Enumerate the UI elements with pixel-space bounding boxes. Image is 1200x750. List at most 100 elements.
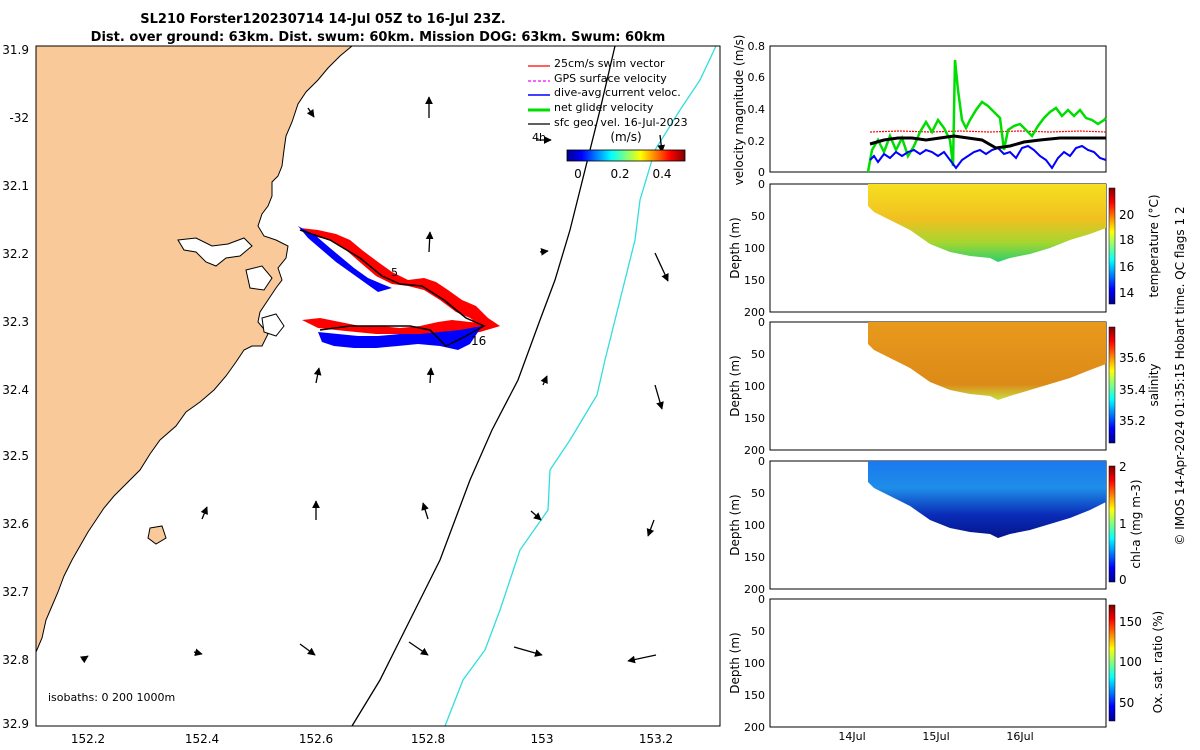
cbar-tick: 2 — [1119, 460, 1127, 474]
lon-tick-label: 153 — [531, 732, 554, 746]
velocity-arrow — [654, 384, 664, 410]
velocity-series-current — [869, 144, 1107, 170]
colorbar-tag: 4h — [532, 131, 546, 144]
map-lon-tick-labels: 152.2 152.4 152.6 152.8 153 153.2 — [71, 732, 673, 746]
salinity-panel: 0 50 100 150 200 Depth (m) 35.6 35.4 35.… — [728, 316, 1161, 457]
ytick-label: 200 — [744, 306, 765, 319]
ytick-label: 0.2 — [748, 135, 766, 148]
ytick-label: 50 — [751, 348, 765, 361]
chla-cbar-label: chl-a (mg m-3) — [1129, 479, 1143, 568]
velocity-arrow — [421, 502, 429, 520]
chla-cbar-ticks: 2 1 0 — [1119, 460, 1127, 587]
temperature-cbar-ticks: 20 18 16 14 — [1119, 208, 1134, 300]
salinity-ytick-labels: 0 50 100 150 200 — [744, 316, 765, 457]
cbar-tick: 16 — [1119, 260, 1134, 274]
lat-tick-label: 32.9 — [2, 717, 29, 731]
ytick-label: 0 — [758, 166, 765, 179]
legend-label: sfc geo. vel. 16-Jul-2023 — [554, 116, 688, 129]
oxsat-cbar-ticks: 150 100 50 — [1119, 615, 1142, 710]
isobath-200m — [351, 45, 616, 727]
velocity-arrow — [408, 641, 429, 656]
colorbar-tick: 0 — [574, 167, 582, 181]
cbar-tick: 1 — [1119, 517, 1127, 531]
oxsat-cbar-label: Ox. sat. ratio (%) — [1151, 611, 1165, 713]
oxsat-colorbar — [1108, 604, 1116, 722]
ytick-label: 200 — [744, 721, 765, 734]
lat-tick-label: 32.2 — [2, 247, 29, 261]
velocity-arrow — [200, 506, 208, 520]
salinity-colorbar — [1108, 326, 1116, 444]
map-legend: 25cm/s swim vector GPS surface velocity … — [528, 57, 688, 181]
legend-label: GPS surface velocity — [554, 72, 667, 85]
legend-label: dive-avg current veloc. — [554, 86, 681, 99]
velocity-series-swim — [869, 130, 1107, 133]
map-frame — [35, 45, 721, 727]
ytick-label: 0.4 — [748, 103, 766, 116]
velocity-arrow — [539, 248, 549, 256]
ytick-label: 150 — [744, 689, 765, 702]
lat-tick-label: 31.9 — [2, 43, 29, 57]
salinity-cbar-ticks: 35.6 35.4 35.2 — [1119, 351, 1146, 428]
cbar-tick: 50 — [1119, 696, 1134, 710]
imos-credit-note: © IMOS 14-Apr-2024 01:35:15 Hobart time.… — [1173, 206, 1187, 545]
temperature-panel: 0 50 100 150 200 Depth (m) 20 18 16 14 t… — [728, 178, 1161, 319]
lat-tick-label: 32.7 — [2, 585, 29, 599]
velocity-arrow — [540, 375, 548, 386]
ytick-label: 150 — [744, 412, 765, 425]
speed-colorbar — [566, 149, 686, 162]
lat-tick-label: 32.6 — [2, 517, 29, 531]
chla-colorbar — [1108, 465, 1116, 583]
figure-title-line2: Dist. over ground: 63km. Dist. swum: 60k… — [91, 30, 666, 45]
ytick-label: 100 — [744, 380, 765, 393]
cbar-tick: 18 — [1119, 233, 1134, 247]
track-label: 16 — [471, 334, 486, 348]
ytick-label: 0.8 — [748, 40, 766, 53]
velocity-ytick-labels: 0 0.2 0.4 0.6 0.8 — [748, 40, 766, 179]
temperature-section-fill — [868, 184, 1106, 262]
lake-shape — [177, 237, 253, 267]
lat-tick-label: 32.5 — [2, 449, 29, 463]
cbar-tick: 150 — [1119, 615, 1142, 629]
isobaths-label: isobaths: 0 200 1000m — [48, 691, 175, 704]
lon-tick-label: 152.4 — [185, 732, 219, 746]
glider-track-line — [299, 229, 486, 347]
lake-shape — [261, 313, 285, 337]
lat-tick-label: 32.1 — [2, 179, 29, 193]
lat-tick-label: 32.8 — [2, 653, 29, 667]
oxsat-axes — [769, 598, 1107, 728]
colorbar-tick: 0.2 — [610, 167, 629, 181]
velocity-arrow — [299, 643, 316, 656]
sfc-geo-velocity-arrows — [79, 96, 669, 664]
cbar-tick: 20 — [1119, 208, 1134, 222]
cbar-tick: 35.6 — [1119, 351, 1146, 365]
velocity-arrow — [193, 648, 203, 657]
ytick-label: 0 — [758, 593, 765, 606]
velocity-arrow — [313, 367, 322, 384]
island-shape — [147, 525, 167, 545]
chla-ylabel: Depth (m) — [728, 494, 742, 555]
salinity-cbar-label: salinity — [1147, 363, 1161, 406]
time-axis-labels: 14Jul 15Jul 16Jul — [838, 730, 1033, 743]
velocity-arrow — [513, 646, 543, 657]
current-vector-band-south — [318, 326, 482, 350]
velocity-series-net — [866, 59, 1107, 173]
lon-tick-label: 152.6 — [299, 732, 333, 746]
ytick-label: 50 — [751, 210, 765, 223]
oxsat-ytick-labels: 0 50 100 150 200 — [744, 593, 765, 734]
colorbar-tick: 0.4 — [652, 167, 671, 181]
chla-panel: 0 50 100 150 200 Depth (m) 2 1 0 chl-a (… — [728, 455, 1143, 596]
cbar-tick: 35.4 — [1119, 383, 1146, 397]
ytick-label: 50 — [751, 487, 765, 500]
colorbar-unit: (m/s) — [610, 130, 641, 144]
lon-tick-label: 152.8 — [411, 732, 445, 746]
ytick-label: 0.6 — [748, 71, 766, 84]
ytick-label: 100 — [744, 657, 765, 670]
lon-tick-label: 153.2 — [639, 732, 673, 746]
velocity-arrow — [657, 134, 666, 153]
velocity-ylabel: velocity magnitude (m/s) — [732, 35, 746, 186]
velocity-arrow — [627, 654, 657, 664]
velocity-arrow — [306, 107, 315, 118]
velocity-arrow — [646, 519, 655, 537]
time-tick-label: 15Jul — [922, 730, 949, 743]
